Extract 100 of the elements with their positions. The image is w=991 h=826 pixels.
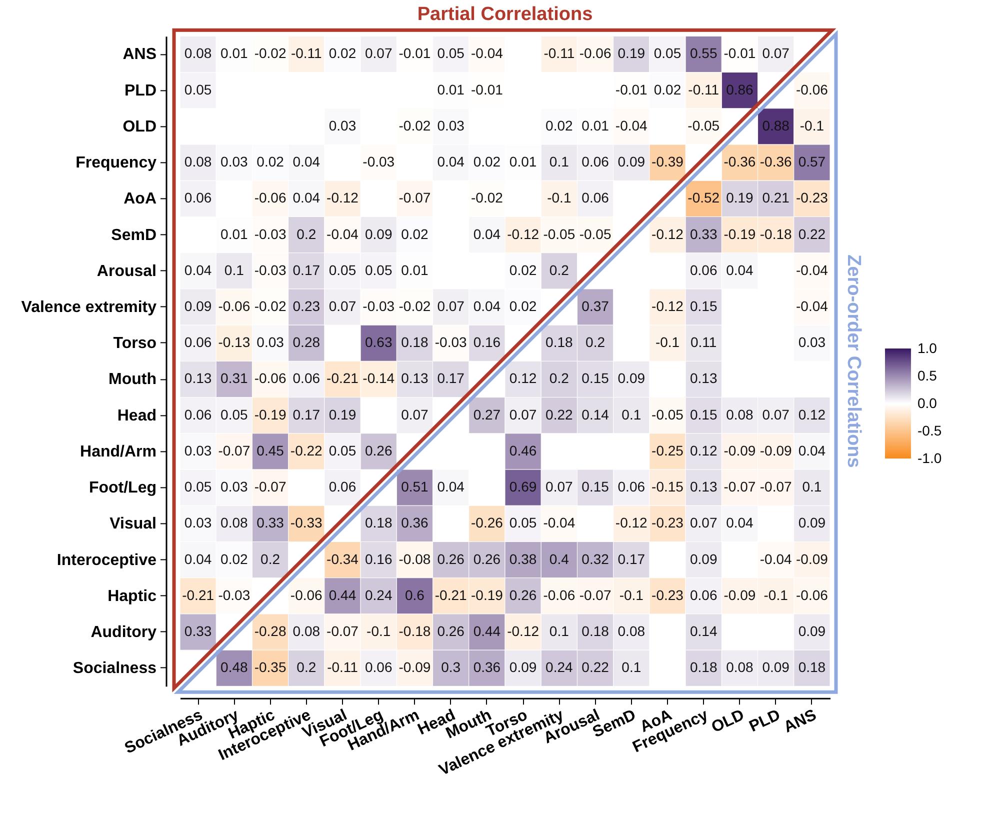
data-label: 0.44 xyxy=(473,623,501,640)
data-label: 0.18 xyxy=(364,514,392,531)
data-label: 0.07 xyxy=(546,478,574,495)
data-label: 0.2 xyxy=(549,262,570,278)
data-label: 0.02 xyxy=(473,154,501,170)
data-label: 0.08 xyxy=(184,45,212,62)
data-label: 0.05 xyxy=(184,81,212,98)
y-tick-label: Hand/Arm xyxy=(80,443,156,460)
data-label: 0.19 xyxy=(328,406,356,422)
data-label: 0.01 xyxy=(437,81,465,98)
chart-title: Partial Correlations xyxy=(417,4,593,25)
data-label: 0.09 xyxy=(509,659,537,676)
data-label: 0.33 xyxy=(690,226,718,242)
y-tick-label: Frequency xyxy=(76,154,157,172)
y-tick-label: Visual xyxy=(110,516,156,533)
data-label: 0.2 xyxy=(549,370,570,386)
data-label: 0.09 xyxy=(690,550,718,567)
data-label: 0.17 xyxy=(292,262,320,278)
data-label: -0.21 xyxy=(326,370,359,386)
data-label: -0.11 xyxy=(544,45,575,62)
data-label: 0.07 xyxy=(762,45,790,62)
data-label: 0.13 xyxy=(690,478,718,495)
data-label: 0.1 xyxy=(622,659,642,676)
x-tick-label: OLD xyxy=(709,706,747,736)
data-label: -0.11 xyxy=(290,45,322,62)
data-label: -0.12 xyxy=(507,623,540,640)
data-label: 0.63 xyxy=(364,334,392,350)
data-label: 0.08 xyxy=(726,659,754,676)
data-label: 0.04 xyxy=(726,262,754,278)
y-tick-label: Valence extremity xyxy=(21,299,157,316)
data-label: -0.06 xyxy=(254,190,286,206)
data-label: 0.1 xyxy=(224,262,244,278)
data-label: -0.02 xyxy=(470,190,504,206)
data-label: 0.37 xyxy=(582,298,610,314)
data-label: -0.33 xyxy=(290,514,323,531)
data-label: -0.18 xyxy=(760,226,792,242)
data-label: 0.15 xyxy=(690,406,718,422)
data-label: 0.03 xyxy=(798,334,826,350)
data-label: 0.03 xyxy=(256,334,284,350)
color-bar-label: 1.0 xyxy=(918,340,938,356)
data-label: 0.01 xyxy=(509,154,537,170)
data-label: -0.25 xyxy=(652,442,684,458)
data-label: 0.18 xyxy=(798,659,826,676)
data-label: 0.33 xyxy=(256,514,284,531)
data-label: 0.1 xyxy=(549,623,570,640)
data-label: 0.09 xyxy=(762,659,790,676)
data-label: 0.08 xyxy=(618,623,646,640)
data-label: -0.05 xyxy=(688,117,720,134)
data-label: 0.21 xyxy=(762,190,790,206)
data-label: -0.06 xyxy=(254,370,286,386)
data-label: 0.18 xyxy=(401,334,429,350)
data-label: 0.03 xyxy=(220,478,248,495)
data-label: 0.02 xyxy=(654,81,682,98)
data-label: -0.11 xyxy=(327,659,358,676)
data-label: -0.36 xyxy=(760,154,792,170)
data-label: 0.03 xyxy=(328,117,356,134)
data-label: -0.04 xyxy=(615,117,648,134)
data-label: 0.15 xyxy=(690,298,718,314)
data-label: 0.57 xyxy=(798,154,826,170)
data-label: -0.26 xyxy=(470,514,504,531)
data-label: -0.12 xyxy=(652,298,684,314)
data-label: -0.07 xyxy=(218,442,250,458)
y-tick-label: Torso xyxy=(113,335,157,352)
data-label: -0.03 xyxy=(434,334,467,350)
data-label: -0.02 xyxy=(254,45,286,62)
data-label: 0.08 xyxy=(726,406,754,422)
y-tick-label: Head xyxy=(117,407,156,424)
data-label: -0.07 xyxy=(326,623,359,640)
data-label: -0.12 xyxy=(652,226,684,242)
data-label: 0.01 xyxy=(220,226,248,242)
data-label: -0.23 xyxy=(652,514,684,531)
data-label: -0.1 xyxy=(764,586,788,603)
data-label: -0.14 xyxy=(362,370,395,386)
data-label: -0.1 xyxy=(800,117,824,134)
data-label: -0.02 xyxy=(398,298,431,314)
data-label: 0.07 xyxy=(328,298,356,314)
data-label: 0.15 xyxy=(582,370,610,386)
data-label: 0.26 xyxy=(473,550,501,567)
data-label: 0.04 xyxy=(292,154,320,170)
data-label: -0.1 xyxy=(547,190,572,206)
data-label: -0.1 xyxy=(619,586,644,603)
data-label: 0.06 xyxy=(364,659,392,676)
data-label: -0.1 xyxy=(655,334,680,350)
y-tick-label: Haptic xyxy=(108,588,157,605)
data-label: -0.06 xyxy=(543,586,576,603)
data-label: -0.07 xyxy=(254,478,286,495)
data-label: 0.17 xyxy=(618,550,646,567)
data-label: 0.01 xyxy=(401,262,429,278)
data-label: 0.22 xyxy=(582,659,610,676)
data-label: 0.1 xyxy=(622,406,642,422)
data-label: 0.09 xyxy=(618,154,646,170)
data-label: 0.04 xyxy=(473,298,501,314)
data-label: 0.04 xyxy=(292,190,320,206)
y-tick-label: AoA xyxy=(124,190,157,208)
data-label: 0.15 xyxy=(582,478,610,495)
data-label: -0.18 xyxy=(398,623,431,640)
data-label: -0.23 xyxy=(652,586,684,603)
data-label: -0.02 xyxy=(398,117,431,134)
data-label: 0.2 xyxy=(586,334,606,350)
color-bar-label: 0.0 xyxy=(918,395,938,411)
